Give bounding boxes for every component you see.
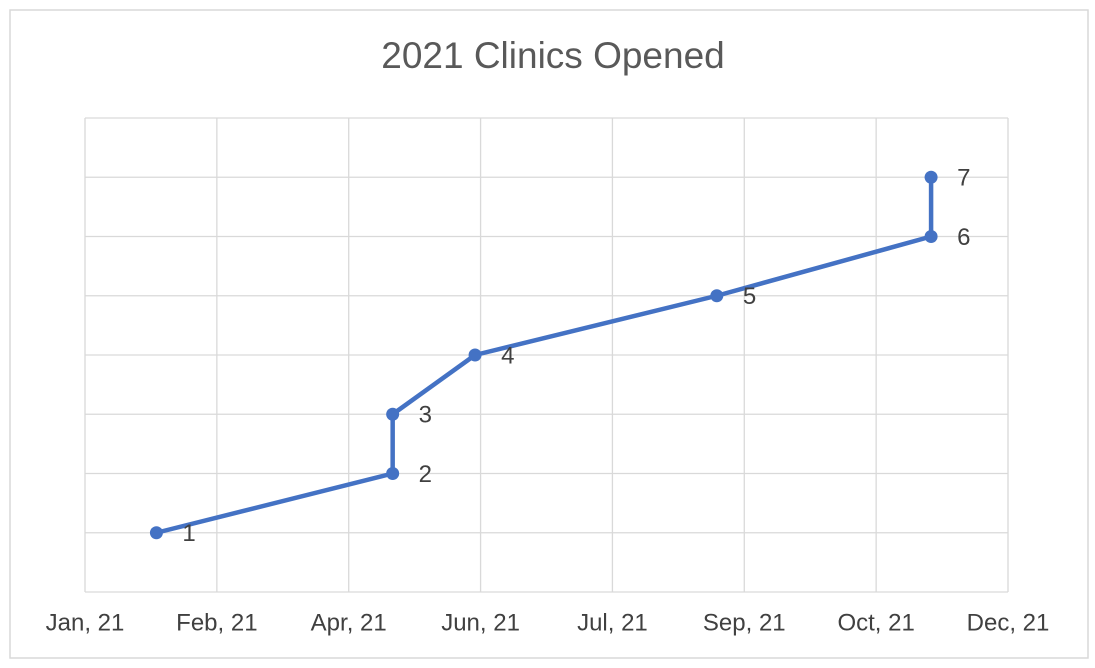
- x-tick-label: Jan, 21: [46, 609, 125, 636]
- data-label: 1: [182, 520, 195, 547]
- marker: [149, 526, 163, 540]
- chart-border: [9, 9, 1089, 659]
- data-label: 2: [419, 461, 432, 488]
- data-label: 3: [419, 402, 432, 429]
- data-label: 7: [957, 165, 970, 192]
- data-label: 6: [957, 224, 970, 251]
- marker: [386, 407, 400, 421]
- marker: [710, 289, 724, 303]
- data-label: 5: [743, 283, 756, 310]
- x-tick-label: Sep, 21: [703, 609, 786, 636]
- x-tick-label: Oct, 21: [837, 609, 914, 636]
- marker: [386, 467, 400, 480]
- x-tick-label: Jun, 21: [441, 609, 520, 636]
- x-tick-label: Dec, 21: [967, 609, 1050, 636]
- x-tick-label: Apr, 21: [311, 609, 387, 636]
- chart-title: 2021 Clinics Opened: [381, 35, 725, 76]
- data-label: 4: [501, 342, 514, 369]
- x-tick-label: Feb, 21: [176, 609, 257, 636]
- marker: [924, 170, 938, 184]
- marker: [468, 348, 482, 362]
- marker: [924, 230, 938, 243]
- x-tick-label: Jul, 21: [577, 609, 648, 636]
